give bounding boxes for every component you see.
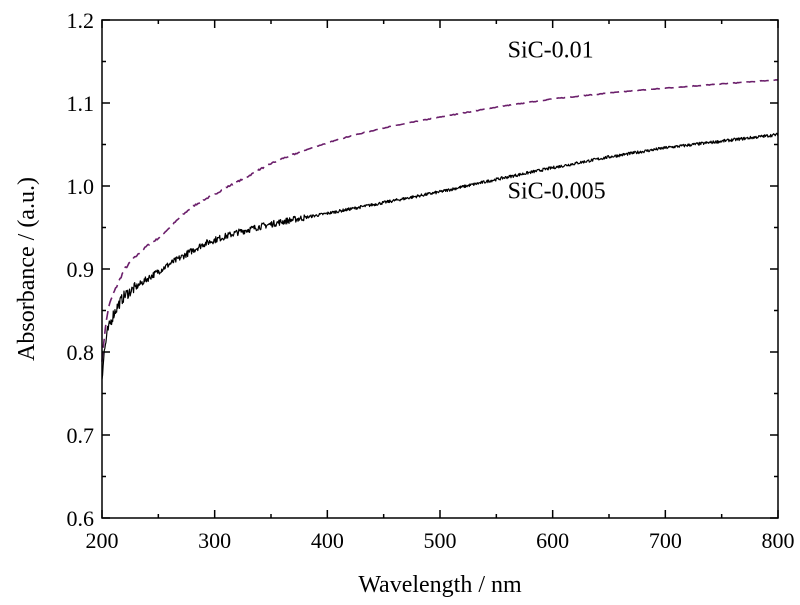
y-tick-label: 0.7 [67, 423, 95, 448]
y-axis-title: Absorbance / (a.u.) [14, 177, 40, 361]
x-tick-label: 600 [536, 528, 569, 553]
y-tick-label: 1.0 [67, 174, 95, 199]
series-line-sic-0-005 [101, 132, 779, 380]
y-tick-label: 0.9 [67, 257, 95, 282]
x-tick-label: 400 [311, 528, 344, 553]
x-axis-title: Wavelength / nm [358, 572, 522, 598]
x-tick-label: 300 [198, 528, 231, 553]
y-tick-label: 1.1 [67, 91, 95, 116]
x-tick-label: 500 [424, 528, 457, 553]
axis-ticks [101, 19, 779, 519]
axis-tick-labels: 200 300 400 500 600 700 800 0.6 0.7 0.8 0.9 1.0 1.1 1… [67, 8, 795, 553]
y-tick-label: 1.2 [67, 8, 95, 33]
series-label-sic-0-01: SiC-0.01 [508, 37, 594, 63]
series-label-sic-0-005: SiC-0.005 [508, 178, 606, 204]
x-tick-label: 700 [649, 528, 682, 553]
plot-area-frame [101, 19, 779, 519]
x-tick-label: 200 [86, 528, 119, 553]
y-tick-label: 0.6 [67, 506, 95, 531]
series-line-sic-0-01 [101, 79, 778, 362]
x-tick-label: 800 [762, 528, 795, 553]
y-tick-label: 0.8 [67, 340, 95, 365]
series-layer [101, 79, 779, 380]
